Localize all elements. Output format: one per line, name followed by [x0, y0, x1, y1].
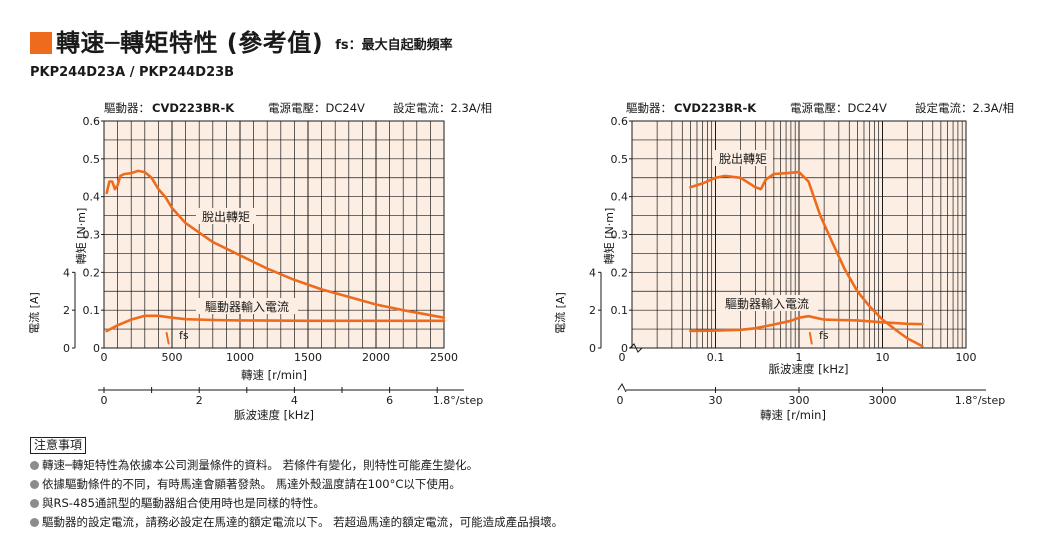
- page-title: 轉速─轉矩特性 (參考值) fs：最大自起動頻率: [30, 26, 453, 58]
- fs-marker-line: [165, 331, 170, 345]
- x-axis-label: 脈波速度 [kHz]: [769, 362, 849, 376]
- fs-label: fs: [819, 329, 829, 342]
- bullet-icon: [30, 499, 39, 508]
- x-tick-label: 10: [876, 351, 890, 364]
- title-marker: [30, 32, 52, 54]
- y-tick-label: 0.2: [83, 266, 101, 279]
- y2-tick-label: 0: [589, 342, 596, 355]
- chart-header-voltage: 電源電壓：DC24V: [268, 101, 365, 115]
- y-tick-label: 0.5: [83, 153, 101, 166]
- y2-tick-label: 0: [63, 342, 70, 355]
- step-angle-label: 1.8°/step: [955, 394, 1006, 407]
- label-backdrop: [196, 298, 298, 314]
- y-tick-label: 0.4: [611, 191, 629, 204]
- notes-section: 注意事項 轉速─轉矩特性為依據本公司測量條件的資料。 若條件有變化，則特性可能產…: [30, 436, 563, 532]
- note-item: 驅動器的設定電流，請務必設定在馬達的額定電流以下。 若超過馬達的額定電流，可能造…: [30, 513, 563, 532]
- x2-tick-label: 300: [789, 394, 810, 407]
- y-tick-label: 0.1: [611, 304, 629, 317]
- x-tick-label-zero: 0: [619, 351, 626, 364]
- bullet-icon: [30, 518, 39, 527]
- x2-tick-label: 3000: [869, 394, 897, 407]
- axis-break-icon: [617, 383, 627, 393]
- x2-tick-label: 30: [709, 394, 723, 407]
- chart-header-current: 設定電流：2.3A/相: [393, 101, 492, 115]
- chart-header-driver: CVD223BR-K: [152, 101, 235, 115]
- pullout-torque-curve: [689, 170, 924, 348]
- input-current-curve: [105, 314, 446, 333]
- note-item: 與RS-485通訊型的驅動器組合使用時也是同樣的特性。: [30, 494, 563, 513]
- pullout-torque-label: 脫出轉矩: [719, 151, 767, 166]
- x-tick-label: 0: [101, 351, 108, 364]
- y-tick-label: 0.5: [611, 153, 629, 166]
- x-tick-label: 2500: [430, 351, 458, 364]
- x2-tick-label: 6: [386, 394, 393, 407]
- chart-header-voltage: 電源電壓：DC24V: [790, 101, 887, 115]
- y2-tick-label: 2: [63, 304, 70, 317]
- x-tick-label: 1: [796, 351, 803, 364]
- y-tick-label: 0.6: [611, 115, 629, 128]
- fs-label: fs: [179, 329, 189, 342]
- y2-axis-label: 電流 [A]: [27, 292, 41, 334]
- y-tick-label: 0.4: [83, 191, 101, 204]
- chart-header-current: 設定電流：2.3A/相: [915, 101, 1014, 115]
- x-axis-label: 轉速 [r/min]: [241, 368, 307, 382]
- note-text: 轉速─轉矩特性為依據本公司測量條件的資料。 若條件有變化，則特性可能產生變化。: [42, 458, 479, 472]
- step-angle-label: 1.8°/step: [433, 394, 484, 407]
- input-current-curve: [689, 314, 924, 333]
- chart-header-label: 驅動器：: [626, 101, 672, 115]
- note-text: 驅動器的設定電流，請務必設定在馬達的額定電流以下。 若超過馬達的額定電流，可能造…: [42, 515, 564, 529]
- x-tick-label: 1500: [294, 351, 322, 364]
- chart-header-label: 驅動器：: [104, 101, 150, 115]
- x2-axis-label: 脈波速度 [kHz]: [234, 408, 314, 422]
- pullout-torque-curve: [105, 169, 446, 320]
- chart-header-driver: CVD223BR-K: [674, 101, 757, 115]
- y-axis-label: 轉矩 [N·m]: [75, 208, 88, 265]
- y-tick-label: 0: [621, 342, 628, 355]
- y2-axis-label: 電流 [A]: [553, 292, 567, 334]
- notes-heading: 注意事項: [30, 437, 87, 454]
- note-item: 轉速─轉矩特性為依據本公司測量條件的資料。 若條件有變化，則特性可能產生變化。: [30, 456, 563, 475]
- label-backdrop: [196, 208, 256, 224]
- axis-break-icon: [629, 343, 643, 353]
- y2-tick-label: 4: [589, 266, 596, 279]
- pullout-torque-label: 脫出轉矩: [202, 209, 250, 224]
- model-name: PKP244D23A / PKP244D23B: [30, 65, 235, 80]
- x2-tick-label: 2: [196, 394, 203, 407]
- x-tick-label: 2000: [362, 351, 390, 364]
- y2-tick-label: 2: [589, 304, 596, 317]
- x-tick-label: 1000: [226, 351, 254, 364]
- y-axis-label: 轉矩 [N·m]: [603, 208, 616, 265]
- y-tick-label: 0: [93, 342, 100, 355]
- input-current-label: 驅動器輸入電流: [725, 296, 809, 311]
- input-current-label: 驅動器輸入電流: [205, 299, 289, 314]
- label-backdrop: [716, 295, 818, 311]
- x2-axis-label: 轉速 [r/min]: [760, 408, 826, 422]
- bullet-icon: [30, 480, 39, 489]
- note-text: 依據驅動條件的不同，有時馬達會顯著發熱。 馬達外殼溫度請在100°C以下使用。: [42, 477, 461, 491]
- y2-tick-label: 4: [63, 266, 70, 279]
- x-tick-label: 500: [162, 351, 183, 364]
- y-tick-label: 0.3: [611, 229, 629, 242]
- x-tick-label: 100: [956, 351, 977, 364]
- y-tick-label: 0.3: [83, 229, 101, 242]
- label-backdrop: [713, 150, 773, 166]
- y-tick-label: 0.6: [83, 115, 101, 128]
- x2-tick-label-zero: 0: [617, 394, 624, 407]
- note-item: 依據驅動條件的不同，有時馬達會顯著發熱。 馬達外殼溫度請在100°C以下使用。: [30, 475, 563, 494]
- title-text: 轉速─轉矩特性 (參考值): [56, 29, 324, 57]
- y-tick-label: 0.1: [83, 304, 101, 317]
- fs-marker-line: [808, 331, 813, 345]
- x2-tick-label: 0: [101, 394, 108, 407]
- bullet-icon: [30, 461, 39, 470]
- x2-tick-label: 4: [291, 394, 298, 407]
- y-tick-label: 0.2: [611, 266, 629, 279]
- note-text: 與RS-485通訊型的驅動器組合使用時也是同樣的特性。: [42, 496, 325, 510]
- subtitle-text: fs：最大自起動頻率: [335, 38, 453, 53]
- x-tick-label: 0.1: [707, 351, 725, 364]
